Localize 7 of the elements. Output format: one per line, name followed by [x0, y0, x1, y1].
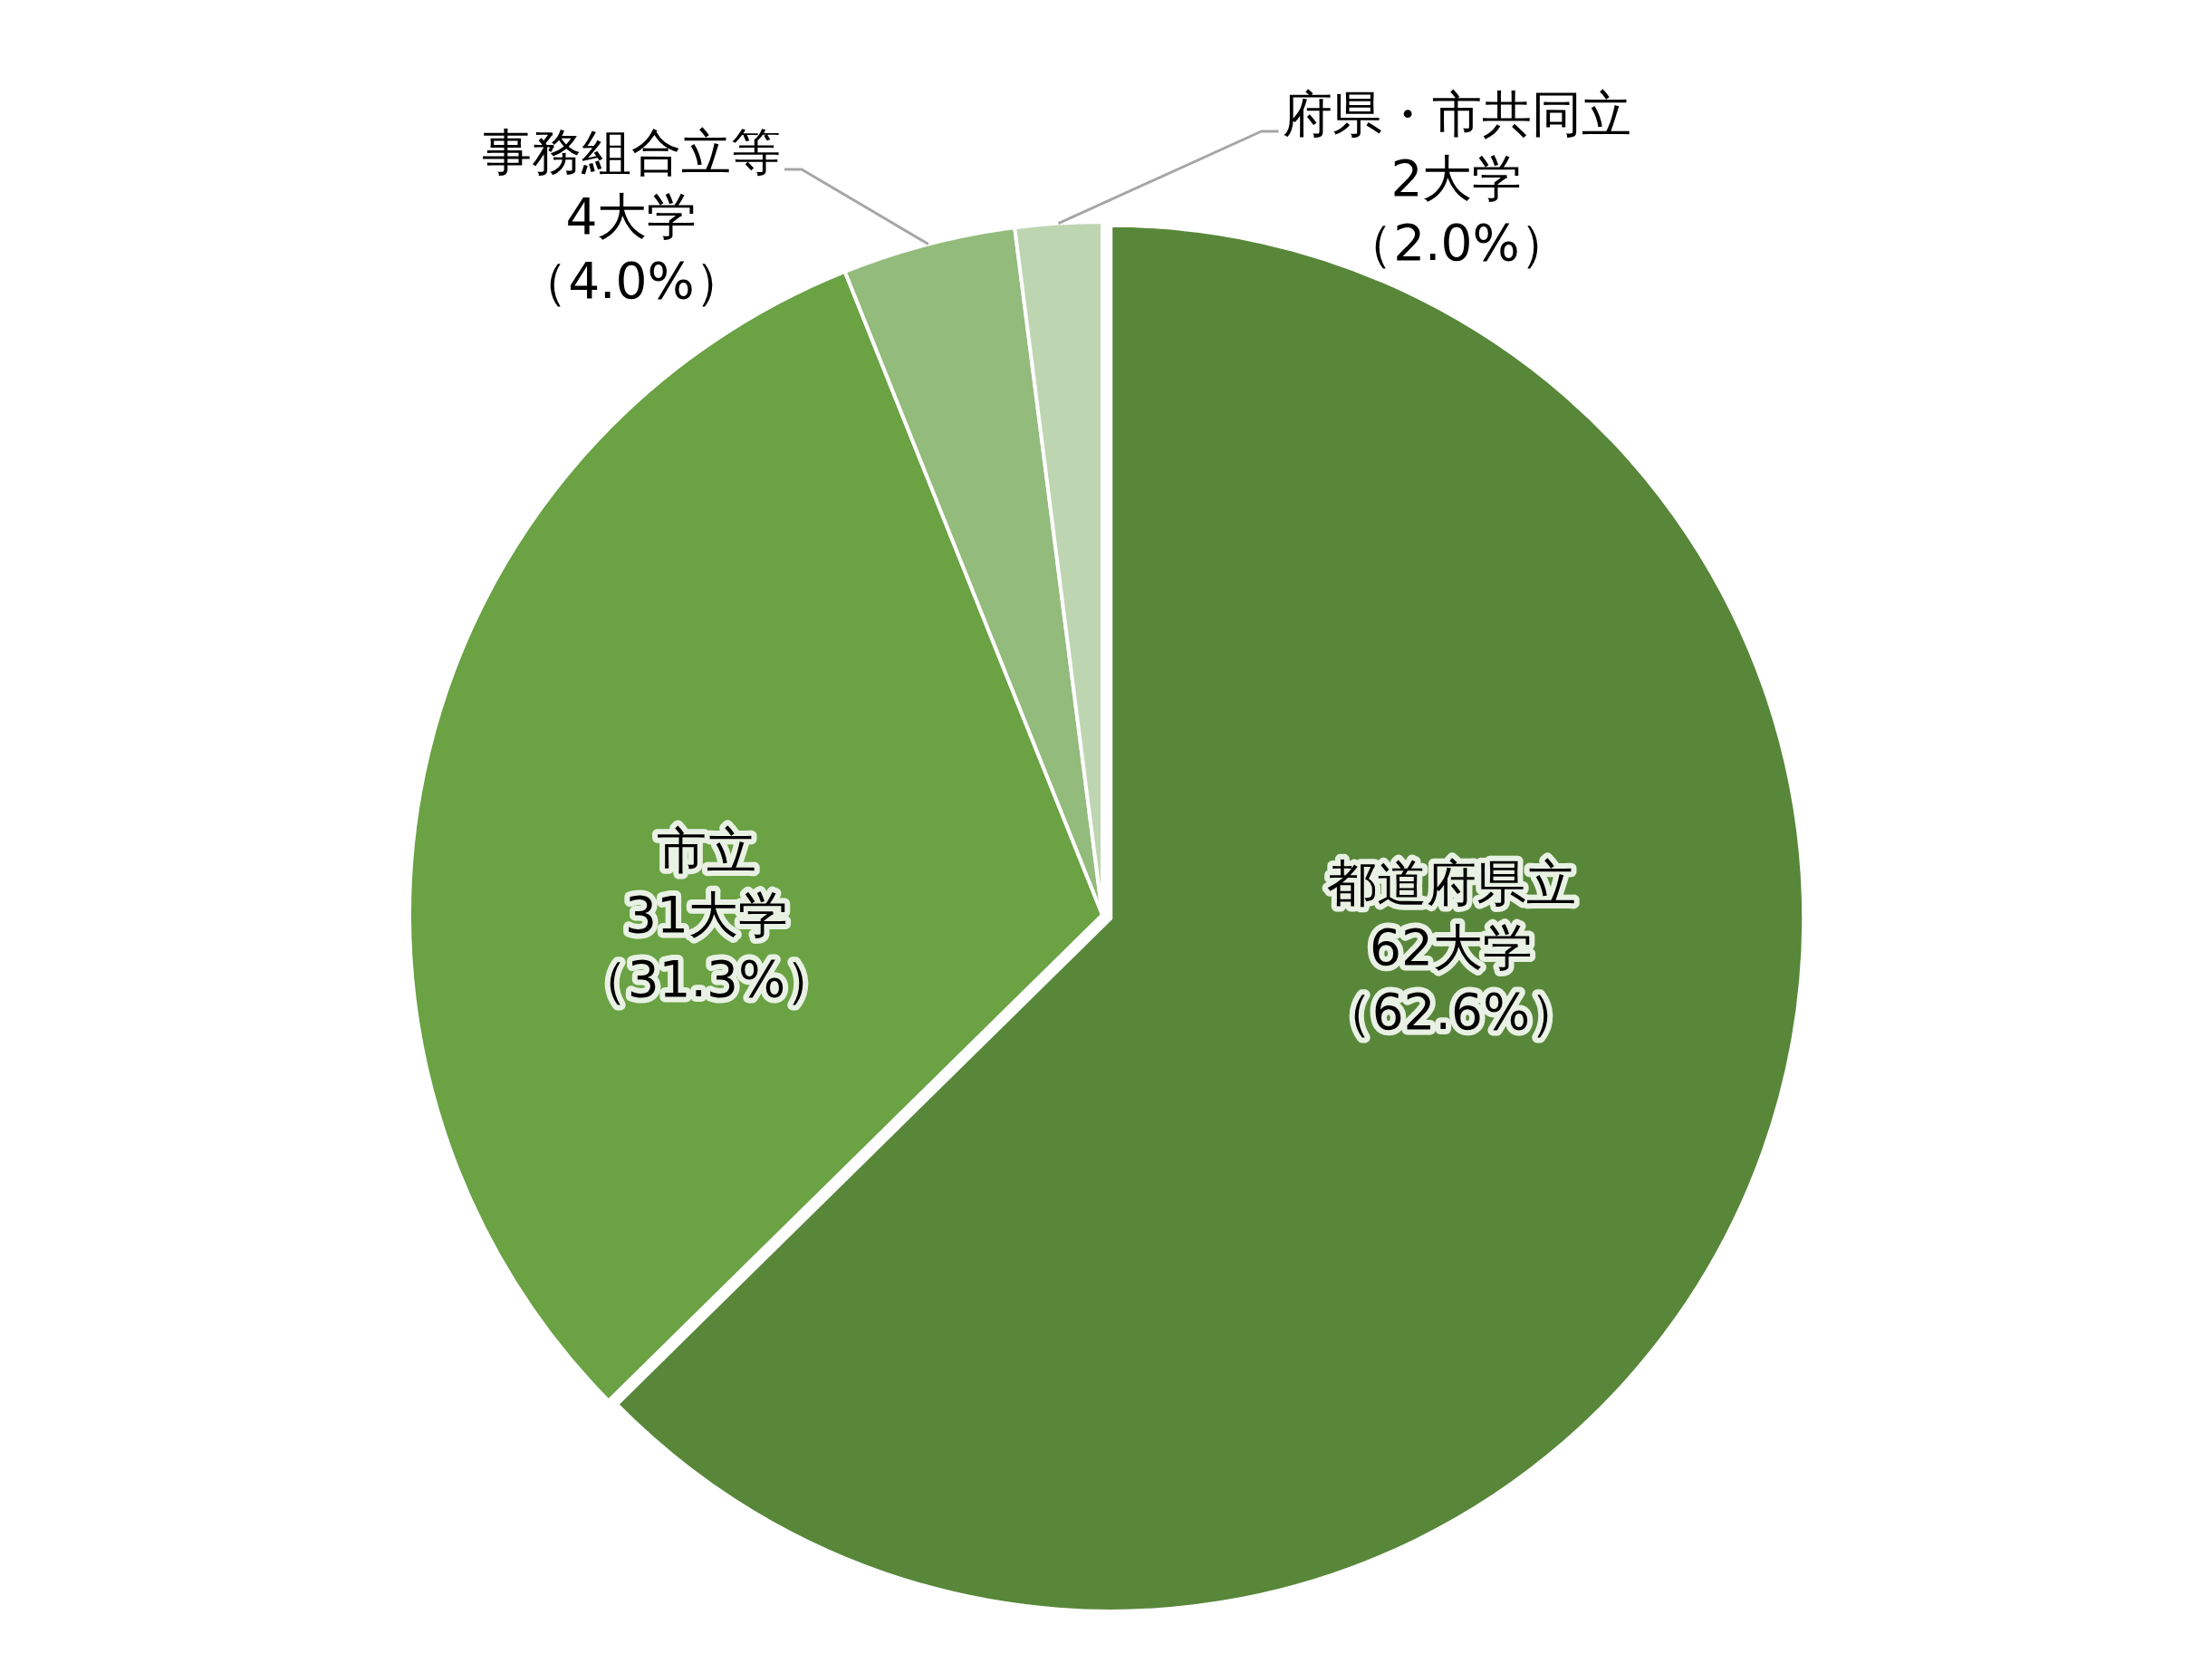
data-label: 2大学（2.0%） — [1343, 149, 1570, 272]
data-label: 62大学（62.6%） — [1322, 918, 1581, 1041]
data-label: 4大学（4.0%） — [518, 187, 745, 310]
data-label: 31大学（31.3%） — [577, 886, 836, 1008]
slice-label: 都道府県立 — [1326, 854, 1576, 912]
slice-label: 府県・市共同立 — [1282, 85, 1631, 143]
slice-label: 事務組合立等 — [482, 123, 781, 181]
